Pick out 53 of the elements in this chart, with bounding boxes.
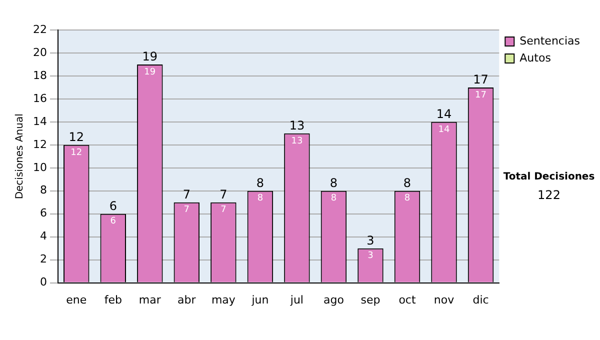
data-label: 8 xyxy=(257,194,264,204)
data-label: 8 xyxy=(330,194,337,204)
y-tick-label: 10 xyxy=(32,160,47,174)
x-tick-label: jun xyxy=(250,293,269,306)
y-tick-label: 4 xyxy=(40,230,47,243)
total-label: 19 xyxy=(142,50,158,64)
total-label: 8 xyxy=(256,176,264,190)
x-tick-label: abr xyxy=(178,293,196,306)
legend-label: Sentencias xyxy=(520,34,580,48)
y-tick-label: 20 xyxy=(32,46,47,59)
y-tick-label: 16 xyxy=(32,92,47,105)
total-label: 17 xyxy=(473,72,488,87)
y-tick-label: 14 xyxy=(32,114,47,128)
data-label: 8 xyxy=(404,194,410,204)
x-tick-label: nov xyxy=(434,293,455,306)
y-tick-label: 18 xyxy=(32,68,47,82)
x-tick-label: sep xyxy=(360,293,380,306)
text: 122 xyxy=(538,188,560,202)
x-tick-label: oct xyxy=(398,293,416,306)
y-tick-label: 8 xyxy=(40,184,47,197)
total-label: 3 xyxy=(366,233,374,248)
total-label: 7 xyxy=(182,187,190,202)
data-label: 14 xyxy=(438,124,450,135)
data-label: 17 xyxy=(475,90,486,100)
x-tick-label: mar xyxy=(138,293,162,306)
data-label: 6 xyxy=(110,216,116,227)
text: Total Decisiones xyxy=(503,172,595,183)
x-tick-label: dic xyxy=(472,293,489,306)
y-tick-label: 0 xyxy=(40,276,47,289)
y-tick-label: 22 xyxy=(32,22,47,36)
y-axis-title: Decisiones Anual xyxy=(14,114,26,200)
x-tick-label: ene xyxy=(66,293,87,306)
total-label: 14 xyxy=(436,107,452,122)
y-tick-label: 12 xyxy=(32,138,47,151)
x-tick-label: may xyxy=(211,293,236,306)
total-label: 12 xyxy=(68,130,84,144)
data-label: 7 xyxy=(184,205,190,216)
data-label: 19 xyxy=(144,67,156,78)
total-label: 8 xyxy=(330,176,338,190)
x-tick-label: ago xyxy=(323,293,344,306)
data-label: 13 xyxy=(291,136,303,146)
legend-label: Autos xyxy=(520,51,552,64)
data-label: 3 xyxy=(368,251,374,262)
x-tick-label: jul xyxy=(289,293,304,306)
total-label: 13 xyxy=(289,118,305,133)
data-label: 7 xyxy=(220,205,226,216)
data-label: 12 xyxy=(70,148,82,158)
total-label: 7 xyxy=(220,187,228,202)
y-tick-label: 6 xyxy=(40,206,47,220)
total-label: 8 xyxy=(403,176,412,190)
total-label: 6 xyxy=(109,198,117,213)
x-tick-label: feb xyxy=(104,293,122,306)
y-tick-label: 2 xyxy=(40,252,47,266)
